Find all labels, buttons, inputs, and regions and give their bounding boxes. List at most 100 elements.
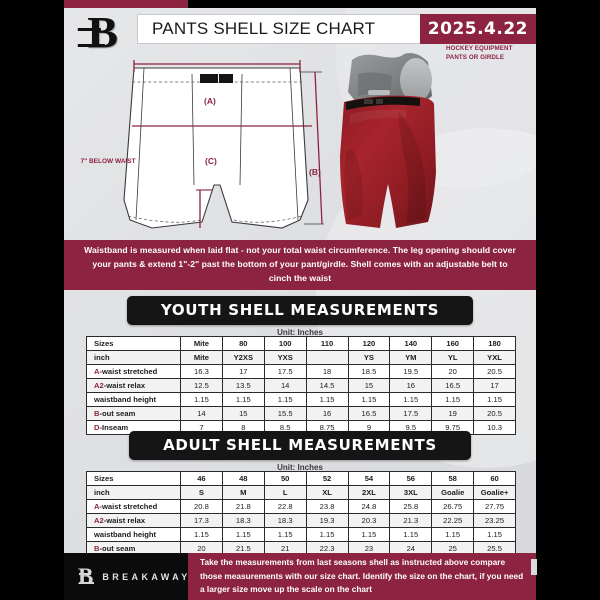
footer-brand-name: BREAKAWAY [102,571,191,582]
table-cell: 17 [221,364,265,379]
table-cell: 16 [389,378,433,393]
table-cell: 60 [473,471,516,486]
table-cell: 24.8 [347,499,391,514]
row-label-prefix: A [94,502,100,511]
table-cell: 18.3 [221,513,265,528]
table-row: B-out seam 14 15 15.5 16 16.5 17.5 19 20.5 [86,406,516,421]
youth-section-heading: YOUTH SHELL MEASUREMENTS Unit: Inches [64,296,536,337]
row-label-prefix: B [94,544,100,553]
table-cell: 1.15 [180,392,223,407]
measure-label-a: (A) [204,96,216,106]
table-cell: YS [347,350,391,365]
table-cell: 25.5 [473,541,516,553]
table-cell: 160 [431,336,475,351]
table-cell: 1.15 [431,527,475,542]
footer-brand-panel: B BREAKAWAY [64,553,188,600]
table-cell: 46 [180,471,223,486]
table-cell: 10.3 [473,420,516,435]
table-cell: 16 [305,406,349,421]
table-cell: 3XL [389,485,433,500]
table-row: inch Mite Y2XS YXS YS YM YL YXL [86,350,516,365]
table-cell: 1.15 [221,527,265,542]
table-cell: 15 [347,378,391,393]
row-label-prefix: D [94,423,100,432]
table-cell: 110 [305,336,349,351]
row-label: inch [86,350,181,365]
table-cell: 12.5 [180,378,223,393]
table-cell: 14 [263,378,307,393]
row-label: A-waist stretched [86,499,181,514]
row-label: A-waist stretched [86,364,181,379]
table-cell: 25.8 [389,499,433,514]
table-cell: Goalie+ [473,485,516,500]
table-cell: 1.15 [473,392,516,407]
row-label: Sizes [86,471,181,486]
footer-instruction-panel: Take the measurements from last seasons … [188,553,536,600]
table-cell: 20.3 [347,513,391,528]
row-label: inch [86,485,181,500]
table-cell: Y2XS [221,350,265,365]
table-cell: YM [389,350,433,365]
footer: B BREAKAWAY Take the measurements from l… [0,553,600,600]
table-cell: 50 [263,471,307,486]
table-cell: 21 [263,541,307,553]
table-row: A2-waist relax 17.3 18.3 18.3 19.3 20.3 21.3 22… [86,513,516,528]
table-cell: XL [305,485,349,500]
youth-unit-label: Unit: Inches [277,328,323,337]
adult-measurements-table: Sizes 46 48 50 52 54 56 58 60 inch S M L XL 2XL 3XL Goal… [86,471,516,553]
table-cell: 15 [221,406,265,421]
table-cell: 22.25 [431,513,475,528]
row-label-prefix: B [94,409,100,418]
table-cell: 14.5 [305,378,349,393]
table-cell: 17.5 [389,406,433,421]
table-cell: 58 [431,471,475,486]
table-cell: 22.8 [263,499,307,514]
table-cell: 48 [221,471,265,486]
adult-table-wrap: Sizes 46 48 50 52 54 56 58 60 inch S M L XL 2XL 3XL Goal… [86,471,516,553]
table-cell: 1.15 [180,527,223,542]
table-cell: 16.5 [431,378,475,393]
photo-note: SHELLS ARE WORN OVER HOCKEY EQUIPMENT PA… [446,35,528,62]
pants-outline-svg [123,60,324,229]
table-cell: 1.15 [347,527,391,542]
top-accent-strip [64,0,188,8]
table-cell: 18.3 [263,513,307,528]
table-cell: 17.3 [180,513,223,528]
adult-section-heading: ADULT SHELL MEASUREMENTS Unit: Inches [64,431,536,472]
table-row: Sizes Mite 80 100 110 120 140 160 180 [86,336,516,351]
table-cell [305,350,349,365]
table-row: A-waist stretched 16.3 17 17.5 18 18.5 19.5 20 2… [86,364,516,379]
below-waist-label: 7" BELOW WAIST [80,158,136,165]
table-cell: YXS [263,350,307,365]
table-cell: 13.5 [221,378,265,393]
row-label: A2-waist relax [86,513,181,528]
row-label: A2-waist relax [86,378,181,393]
table-cell: 80 [221,336,265,351]
table-cell: 1.15 [305,527,349,542]
table-cell: 1.15 [221,392,265,407]
row-label-prefix: A [94,367,100,376]
brand-b-logo-icon: B [78,8,119,57]
table-cell: M [221,485,265,500]
table-cell: 22.3 [305,541,349,553]
row-label: B-out seam [86,406,181,421]
youth-table-wrap: Sizes Mite 80 100 110 120 140 160 180 inch Mite Y2X… [86,336,516,435]
youth-heading-pill: YOUTH SHELL MEASUREMENTS [126,296,474,325]
row-label: waistband height [86,527,181,542]
footer-b-logo-icon: B [78,563,95,589]
table-cell: 140 [389,336,433,351]
instruction-text: Waistband is measured when laid flat - n… [84,245,516,283]
instruction-band: Waistband is measured when laid flat - n… [64,240,536,290]
table-cell: L [263,485,307,500]
table-cell: 1.15 [347,392,391,407]
table-cell: 1.15 [305,392,349,407]
table-cell: 23.25 [473,513,516,528]
row-label: waistband height [86,392,181,407]
shell-pants-photo-illustration [340,53,436,228]
table-cell: 18 [305,364,349,379]
table-cell: 21.8 [221,499,265,514]
table-cell: 23 [347,541,391,553]
table-cell: 54 [347,471,391,486]
table-cell: 20.5 [473,364,516,379]
table-cell: 20.5 [473,406,516,421]
